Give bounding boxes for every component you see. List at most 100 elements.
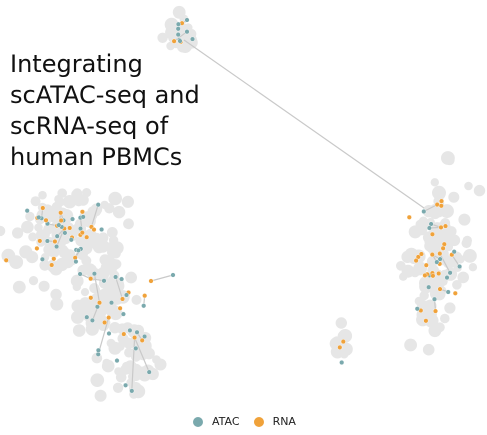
rna-cell-point: [121, 331, 127, 337]
rna-cell-point: [34, 245, 40, 251]
atac-cell-point: [94, 304, 100, 310]
background-cell: [458, 213, 471, 226]
atac-cell-point: [133, 345, 139, 351]
background-cell: [457, 271, 470, 284]
rna-cell-point: [423, 318, 429, 324]
rna-cell-point: [443, 223, 449, 229]
atac-cell-point: [123, 382, 129, 388]
rna-cell-point: [51, 256, 57, 262]
integration-link: [90, 204, 99, 228]
background-cell: [125, 271, 137, 284]
legend-item-atac: ATAC: [193, 415, 240, 429]
rna-cell-point: [429, 231, 435, 237]
background-cell: [106, 338, 116, 348]
background-cell: [401, 250, 414, 263]
rna-cell-point: [434, 202, 440, 208]
rna-cell-point: [440, 245, 446, 251]
atac-cell-point: [54, 244, 60, 250]
atac-cell-point: [432, 296, 438, 302]
atac-cell-point: [146, 369, 152, 375]
integration-link: [423, 204, 438, 213]
rna-cell-point: [88, 295, 94, 301]
background-cell: [25, 211, 35, 222]
atac-cell-point: [75, 247, 81, 253]
background-cell: [110, 279, 125, 293]
background-cell: [19, 245, 33, 259]
atac-cell-point: [62, 230, 68, 236]
integration-link: [93, 273, 101, 303]
atac-cell-point: [445, 289, 451, 295]
background-cell: [473, 184, 486, 197]
rna-cell-point: [413, 258, 419, 264]
rna-cell-point: [52, 238, 58, 244]
atac-cell-point: [77, 226, 83, 232]
atac-cell-point: [141, 303, 147, 309]
background-cell: [103, 288, 116, 302]
atac-cell-point: [447, 270, 453, 276]
rna-cell-point: [436, 271, 442, 277]
background-cell: [0, 225, 6, 237]
background-cell: [80, 288, 90, 297]
rna-cell-point: [67, 225, 73, 231]
background-cell: [123, 338, 135, 349]
rna-cell-point: [142, 293, 148, 299]
atac-cell-point: [184, 17, 190, 23]
background-cell: [448, 234, 461, 247]
legend-label-rna: RNA: [272, 415, 296, 428]
atac-cell-point: [24, 208, 30, 214]
rna-cell-point: [84, 234, 90, 240]
chart-title: Integrating scATAC-seq and scRNA-seq of …: [10, 49, 210, 173]
background-cell: [124, 360, 137, 373]
background-cell: [152, 355, 161, 364]
background-cell: [419, 279, 433, 294]
background-cell: [12, 227, 24, 239]
rna-cell-point: [430, 273, 436, 279]
rna-cell-point: [132, 335, 138, 341]
background-cell: [85, 237, 97, 249]
scatter-plot: [0, 5, 486, 402]
atac-cell-point: [189, 36, 195, 42]
title-line-3: scRNA-seq of: [10, 112, 169, 140]
rna-cell-point: [88, 276, 94, 282]
rna-cell-point: [441, 241, 447, 247]
background-cell: [99, 254, 111, 266]
atac-cell-point: [444, 275, 450, 281]
integration-link: [173, 31, 188, 42]
background-cell: [464, 181, 473, 191]
atac-cell-point: [113, 274, 119, 280]
rna-cell-point: [439, 198, 445, 204]
legend-swatch-atac: [193, 417, 203, 427]
background-cell: [81, 255, 92, 266]
atac-cell-point: [129, 388, 135, 394]
rna-cell-point: [433, 308, 439, 314]
background-cell: [38, 190, 47, 200]
background-cell: [339, 349, 349, 359]
background-cell: [87, 264, 97, 274]
integration-link: [134, 337, 150, 373]
background-cell: [74, 218, 85, 230]
background-cell: [452, 280, 462, 290]
atac-cell-point: [339, 360, 345, 366]
background-cell: [74, 197, 84, 207]
rna-cell-point: [438, 224, 444, 230]
background-cell: [337, 331, 348, 341]
legend: ATAC RNA: [193, 415, 310, 429]
rna-cell-point: [79, 209, 85, 215]
atac-cell-point: [421, 208, 427, 214]
background-cell: [21, 220, 34, 234]
atac-cell-point: [142, 334, 148, 340]
background-cell: [71, 310, 85, 324]
background-cell: [112, 205, 126, 219]
rna-cell-point: [340, 339, 346, 345]
atac-cell-point: [91, 271, 97, 277]
atac-cell-point: [434, 259, 440, 265]
background-cell: [444, 302, 456, 314]
atac-cell-point: [177, 38, 183, 44]
background-cell: [62, 195, 77, 209]
legend-swatch-rna: [253, 417, 264, 427]
rna-cell-point: [49, 262, 55, 268]
title-line-2: scATAC-seq and: [10, 81, 200, 109]
background-cell: [28, 232, 38, 242]
background-cell: [57, 188, 67, 198]
atac-cell-point: [175, 21, 181, 27]
